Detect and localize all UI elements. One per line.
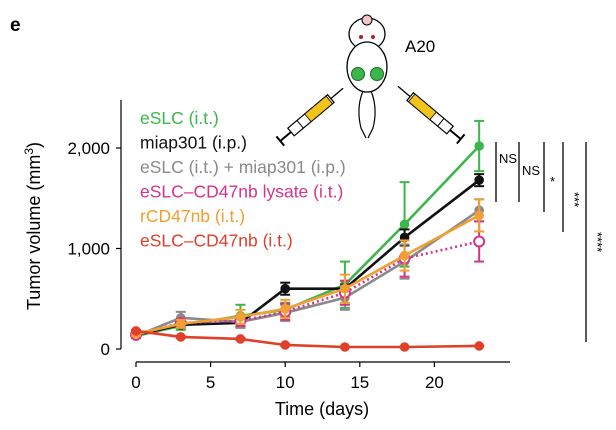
x-tick-label: 20 <box>425 373 444 392</box>
data-point <box>340 342 350 352</box>
mouse-illustration: A20 <box>275 14 466 147</box>
legend-entry: miap301 (i.p.) <box>140 133 247 153</box>
x-tick-label: 0 <box>131 373 140 392</box>
data-point <box>280 283 291 294</box>
data-point <box>235 334 246 344</box>
legend-entry: eSLC–CD47nb (i.t.) <box>140 231 293 251</box>
y-tick-label: 1,000 <box>67 240 110 259</box>
series-group <box>131 326 485 352</box>
legend: eSLC (i.t.) miap301 (i.p.) eSLC (i.t.) + m… <box>140 108 346 251</box>
model-label: A20 <box>405 37 435 56</box>
panel-letter: e <box>10 15 21 36</box>
mouse-icon <box>346 14 388 139</box>
data-point <box>280 340 291 350</box>
series-line <box>135 179 480 337</box>
x-tick-label: 10 <box>276 373 295 392</box>
significance-label: **** <box>590 232 605 252</box>
syringe-left-icon <box>275 87 344 147</box>
y-tick-label: 2,000 <box>67 139 110 158</box>
data-point <box>131 326 141 336</box>
data-point <box>280 304 291 314</box>
data-point <box>399 219 410 230</box>
y-axis-label: Tumor volume (mm3) <box>22 142 44 310</box>
series-group <box>131 198 485 339</box>
data-point <box>474 210 484 221</box>
series-layer <box>130 119 486 352</box>
data-point <box>340 283 350 294</box>
y-ticks: 0 1,000 2,000 <box>67 139 121 359</box>
data-point <box>175 332 186 342</box>
y-axis-label-main: Tumor volume (mm <box>24 155 44 310</box>
y-axis-label-superscript: 3 <box>22 148 36 155</box>
significance-label: NS <box>522 163 540 178</box>
data-point <box>474 341 484 351</box>
data-point <box>175 319 186 329</box>
legend-entry: rCD47nb (i.t.) <box>140 206 245 226</box>
series-line <box>135 329 480 349</box>
syringe-right-icon <box>397 85 466 145</box>
axes <box>120 100 510 363</box>
x-ticks: 0 5 10 15 20 <box>131 362 444 392</box>
significance-label: NS <box>499 151 517 166</box>
legend-entry: eSLC (i.t.) <box>140 108 219 128</box>
x-tick-label: 15 <box>350 373 369 392</box>
data-point <box>235 312 246 322</box>
data-point <box>399 250 410 261</box>
x-tick-label: 5 <box>206 373 215 392</box>
data-point <box>399 342 410 352</box>
significance-label: * <box>550 174 555 189</box>
data-point <box>473 235 486 248</box>
significance-label: *** <box>567 192 582 207</box>
data-point <box>474 141 484 151</box>
series-line <box>135 209 480 338</box>
legend-entry: eSLC (i.t.) + miap301 (i.p.) <box>140 157 346 177</box>
x-axis-label: Time (days) <box>275 399 369 419</box>
y-axis-label-close: ) <box>24 142 44 148</box>
y-tick-label: 0 <box>101 340 110 359</box>
data-point <box>474 175 484 185</box>
legend-entry: eSLC–CD47nb lysate (i.t.) <box>140 182 343 202</box>
